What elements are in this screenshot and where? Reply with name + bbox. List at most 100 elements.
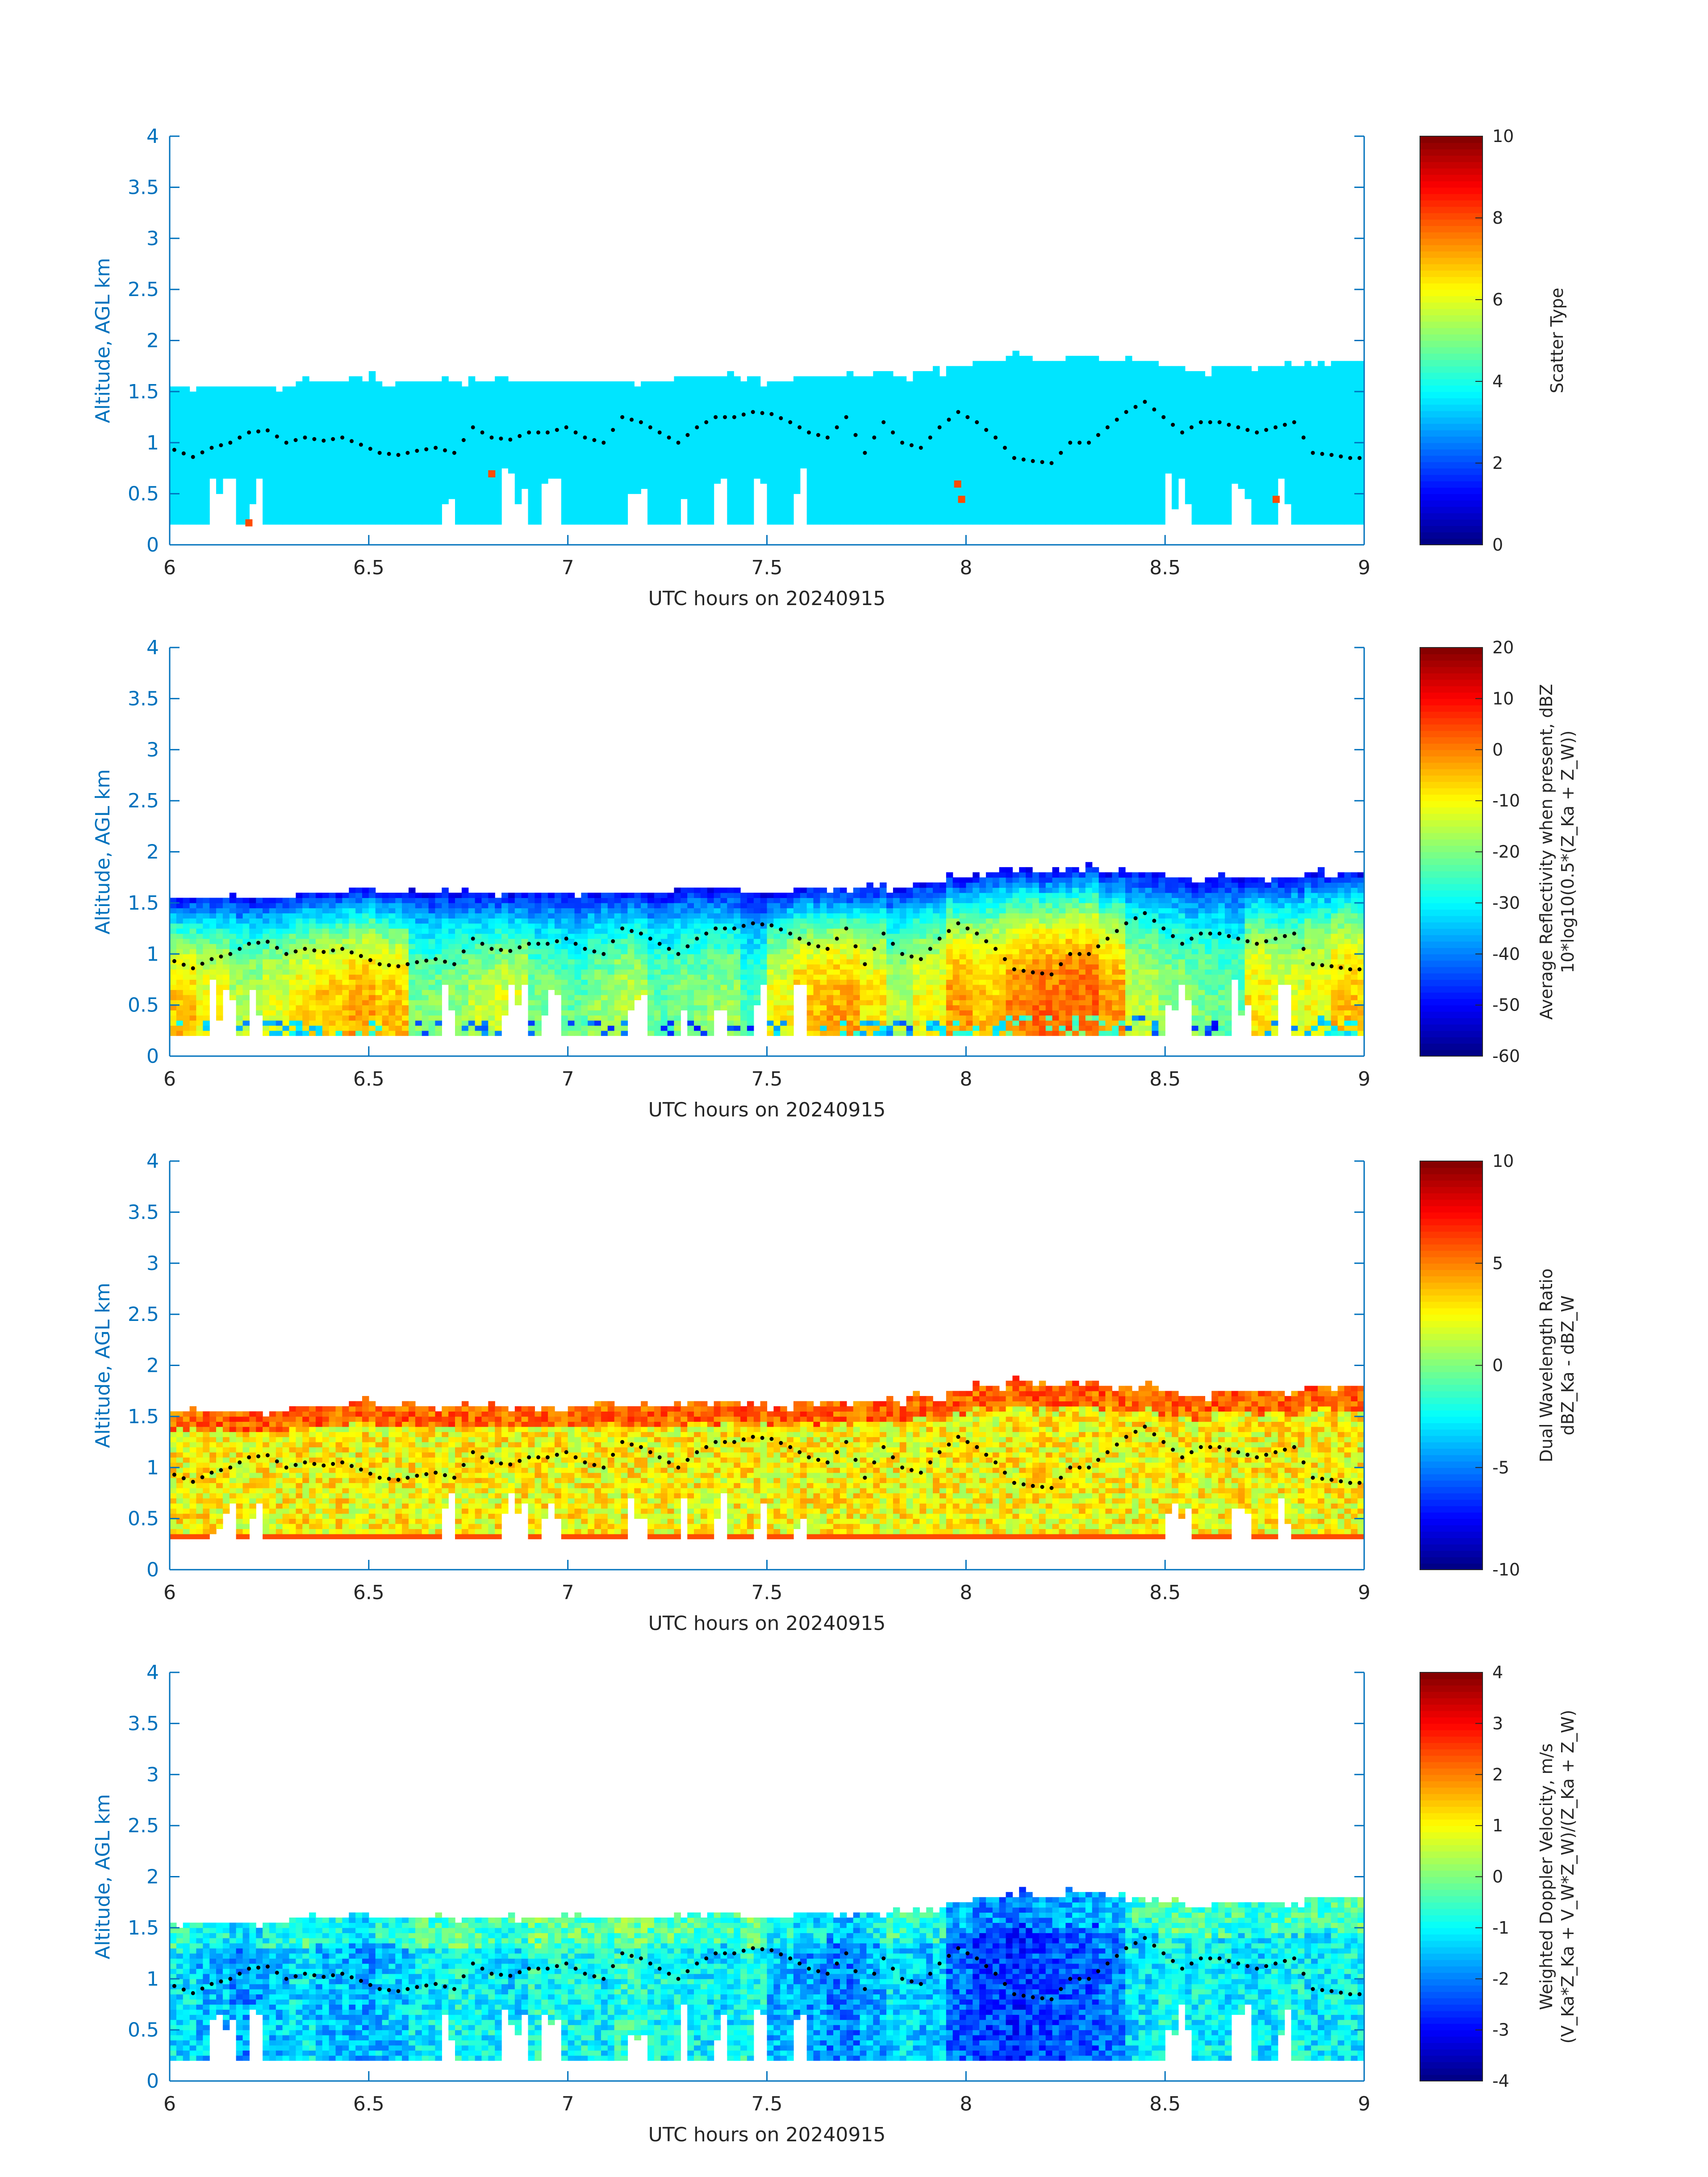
heatmap-cell	[276, 397, 283, 402]
heatmap-cell	[1039, 361, 1046, 367]
heatmap-cell	[773, 386, 781, 392]
heatmap-cell	[1098, 401, 1106, 407]
heatmap-cell	[1211, 432, 1219, 438]
heatmap-cell	[203, 386, 210, 392]
heatmap-cell	[1039, 478, 1046, 484]
heatmap-cell	[1052, 514, 1059, 520]
heatmap-cell	[495, 509, 502, 514]
heatmap-cell	[1132, 417, 1139, 423]
heatmap-cell	[1059, 514, 1066, 520]
heatmap-cell	[813, 447, 820, 453]
heatmap-cell	[846, 453, 854, 459]
heatmap-cell	[853, 504, 860, 510]
heatmap-cell	[1251, 417, 1258, 423]
heatmap-cell	[568, 493, 575, 499]
heatmap-cell	[634, 391, 641, 397]
heatmap-cell	[654, 504, 661, 510]
heatmap-cell	[1304, 499, 1311, 505]
heatmap-cell	[999, 463, 1006, 468]
heatmap-cell	[760, 432, 768, 438]
heatmap-cell	[833, 391, 840, 397]
heatmap-cell	[700, 499, 708, 505]
heatmap-cell	[753, 397, 761, 402]
heatmap-cell	[1105, 493, 1112, 499]
heatmap-cell	[428, 401, 436, 407]
heatmap-cell	[1026, 504, 1033, 510]
heatmap-cell	[986, 422, 993, 428]
heatmap-cell	[395, 463, 402, 468]
heatmap-cell	[242, 397, 250, 402]
heatmap-cell	[793, 489, 801, 494]
heatmap-cell	[601, 468, 608, 474]
heatmap-cell	[568, 386, 575, 392]
heatmap-cell	[727, 376, 734, 382]
heatmap-cell	[568, 478, 575, 484]
heatmap-cell	[986, 401, 993, 407]
heatmap-cell	[880, 432, 887, 438]
heatmap-cell	[475, 468, 482, 474]
heatmap-cell	[1052, 391, 1059, 397]
heatmap-cell	[1271, 519, 1278, 525]
heatmap-cell	[548, 412, 555, 418]
heatmap-cell	[813, 463, 820, 468]
heatmap-cell	[654, 489, 661, 494]
heatmap-cell	[382, 391, 389, 397]
heatmap-cell	[707, 509, 714, 514]
heatmap-cell	[249, 437, 256, 443]
heatmap-cell	[395, 417, 402, 423]
heatmap-cell	[899, 453, 907, 459]
heatmap-cell	[1271, 473, 1278, 479]
heatmap-cell	[1032, 463, 1040, 468]
heatmap-cell	[1211, 463, 1219, 468]
heatmap-cell	[753, 391, 761, 397]
heatmap-cell	[1132, 504, 1139, 510]
heatmap-cell	[1271, 489, 1278, 494]
heatmap-cell	[767, 447, 774, 453]
heatmap-cell	[1039, 519, 1046, 525]
heatmap-cell	[853, 489, 860, 494]
heatmap-cell	[1019, 412, 1026, 418]
heatmap-cell	[1138, 366, 1146, 372]
heatmap-cell	[846, 412, 854, 418]
heatmap-cell	[1244, 468, 1252, 474]
heatmap-cell	[714, 386, 721, 392]
heatmap-cell	[734, 386, 741, 392]
heatmap-cell	[681, 386, 688, 392]
heatmap-cell	[846, 437, 854, 443]
heatmap-cell	[209, 417, 217, 423]
heatmap-cell	[1218, 412, 1225, 418]
heatmap-cell	[349, 504, 356, 510]
heatmap-cell	[1052, 376, 1059, 382]
heatmap-cell	[926, 443, 933, 448]
heatmap-cell	[1059, 376, 1066, 382]
heatmap-cell	[714, 432, 721, 438]
heatmap-cell	[1098, 432, 1106, 438]
heatmap-cell	[594, 407, 601, 413]
heatmap-cell	[1132, 463, 1139, 468]
heatmap-cell	[720, 427, 727, 433]
heatmap-cell	[952, 397, 960, 402]
heatmap-cell	[681, 376, 688, 382]
heatmap-cell	[674, 468, 681, 474]
heatmap-cell	[1304, 366, 1311, 372]
heatmap-cell	[1092, 366, 1099, 372]
heatmap-cell	[514, 478, 522, 484]
heatmap-cell	[554, 391, 562, 397]
heatmap-cell	[919, 417, 927, 423]
heatmap-cell	[667, 468, 675, 474]
heatmap-cell	[375, 407, 383, 413]
heatmap-cell	[952, 391, 960, 397]
heatmap-cell	[959, 417, 966, 423]
heatmap-cell	[209, 437, 217, 443]
heatmap-cell	[176, 493, 184, 499]
heatmap-cell	[501, 422, 509, 428]
heatmap-cell	[1265, 514, 1272, 520]
heatmap-cell	[362, 401, 369, 407]
heatmap-cell	[435, 483, 442, 489]
heatmap-cell	[787, 447, 794, 453]
heatmap-cell	[1052, 361, 1059, 367]
heatmap-cell	[170, 483, 177, 489]
heatmap-cell	[1218, 397, 1225, 402]
heatmap-cell	[1026, 437, 1033, 443]
heatmap-cell	[1271, 458, 1278, 464]
